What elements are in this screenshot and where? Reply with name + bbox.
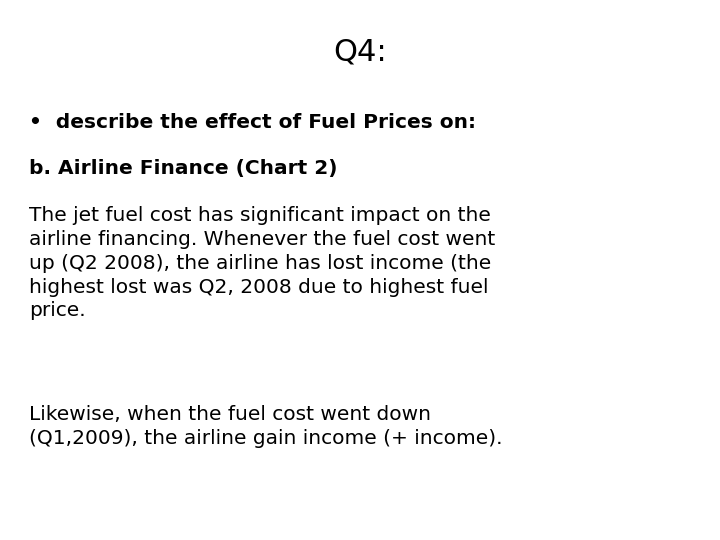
Text: Q4:: Q4: <box>333 38 387 67</box>
Text: b. Airline Finance (Chart 2): b. Airline Finance (Chart 2) <box>29 159 337 178</box>
Text: The jet fuel cost has significant impact on the
airline financing. Whenever the : The jet fuel cost has significant impact… <box>29 206 495 320</box>
Text: •  describe the effect of Fuel Prices on:: • describe the effect of Fuel Prices on: <box>29 113 476 132</box>
Text: Likewise, when the fuel cost went down
(Q1,2009), the airline gain income (+ inc: Likewise, when the fuel cost went down (… <box>29 405 503 448</box>
